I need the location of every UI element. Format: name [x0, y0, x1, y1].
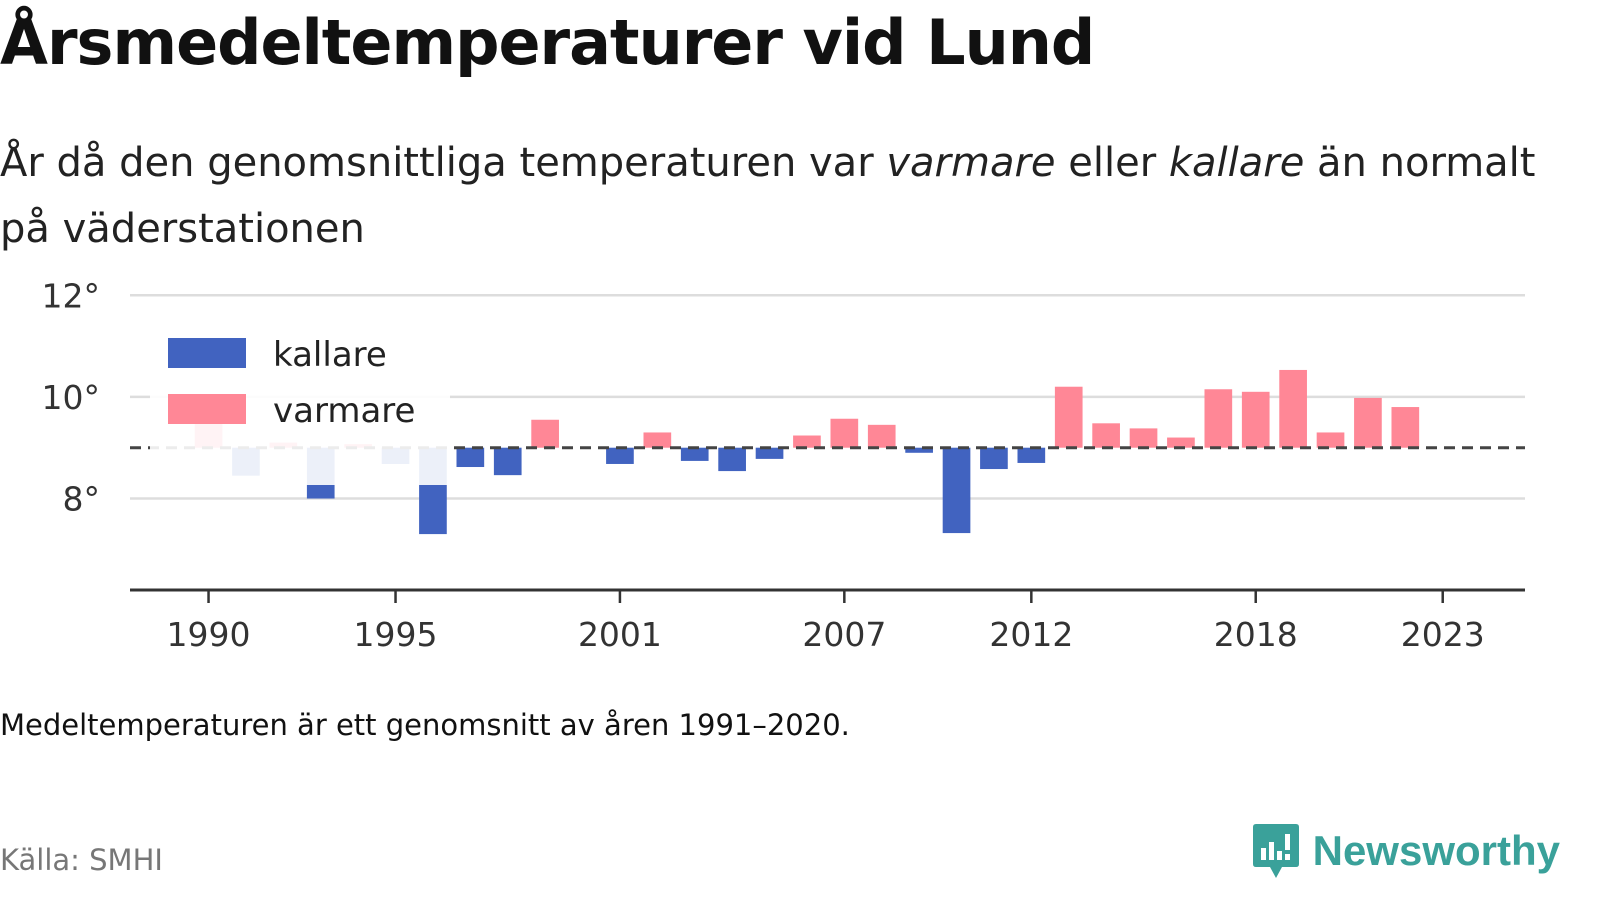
bar-2018 [1241, 391, 1270, 448]
subtitle-text-1: År då den genomsnittliga temperaturen va… [0, 140, 887, 186]
bar-1999 [531, 419, 559, 448]
brand-name: Newsworthy [1312, 827, 1560, 874]
legend: kallare varmare [150, 335, 450, 485]
bar-2008 [867, 424, 896, 448]
bar-1998 [493, 447, 522, 476]
subtitle-text-2: eller [1055, 140, 1169, 186]
footnote: Medeltemperaturen är ett genomsnitt av å… [0, 708, 850, 742]
x-tick-label-2018: 2018 [1214, 615, 1298, 654]
x-tick-label-1990: 1990 [167, 615, 251, 654]
chart-subtitle: År då den genomsnittliga temperaturen va… [0, 130, 1560, 262]
bar-2014 [1092, 423, 1120, 448]
chart-title: Årsmedeltemperaturer vid Lund [0, 6, 1095, 79]
bar-2022 [1391, 407, 1420, 448]
x-tick-label-2007: 2007 [802, 615, 886, 654]
bar-2015 [1129, 428, 1158, 448]
temperature-bar-chart: 8° 10° 12° 1990 1995 2001 2007 2012 2018 2023 ka… [42, 280, 1525, 654]
bar-2010 [942, 447, 971, 534]
bar-2003 [680, 447, 709, 461]
bar-2002 [643, 432, 672, 448]
y-tick-label-10: 10° [42, 378, 101, 417]
legend-background [150, 370, 450, 485]
legend-swatch-warm [168, 394, 246, 424]
newsworthy-logo-icon [1252, 824, 1299, 878]
legend-label-warm: varmare [273, 391, 415, 431]
bar-2017 [1204, 389, 1233, 448]
bar-2009 [905, 447, 933, 453]
bar-2001 [606, 447, 634, 464]
bar-2016 [1167, 437, 1195, 448]
bar-2020 [1316, 432, 1345, 448]
legend-swatch-cold [168, 338, 246, 368]
y-tick-label-12: 12° [42, 280, 101, 315]
bar-2011 [980, 447, 1008, 470]
x-tick-label-2012: 2012 [989, 615, 1073, 654]
legend-label-cold: kallare [273, 335, 387, 375]
x-tick-label-2023: 2023 [1401, 615, 1485, 654]
bar-2006 [793, 435, 821, 448]
bar-2004 [718, 447, 746, 472]
source-credit: Källa: SMHI [0, 843, 163, 877]
bar-2019 [1279, 369, 1307, 448]
bar-2021 [1354, 397, 1382, 448]
y-tick-label-8: 8° [63, 480, 101, 519]
subtitle-warm-word: varmare [886, 140, 1056, 186]
x-tick-label-2001: 2001 [578, 615, 662, 654]
subtitle-text-3: än normalt på väderstationen [0, 140, 1536, 252]
bar-2013 [1054, 386, 1083, 448]
bar-2007 [830, 418, 859, 448]
subtitle-cold-word: kallare [1168, 140, 1305, 186]
x-axis: 1990 1995 2001 2007 2012 2018 2023 [130, 588, 1525, 654]
brand-logo: Newsworthy [1251, 822, 1560, 880]
bar-2012 [1017, 447, 1046, 463]
x-tick-label-1995: 1995 [354, 615, 438, 654]
bar-2005 [755, 447, 784, 459]
bar-1997 [456, 447, 485, 468]
